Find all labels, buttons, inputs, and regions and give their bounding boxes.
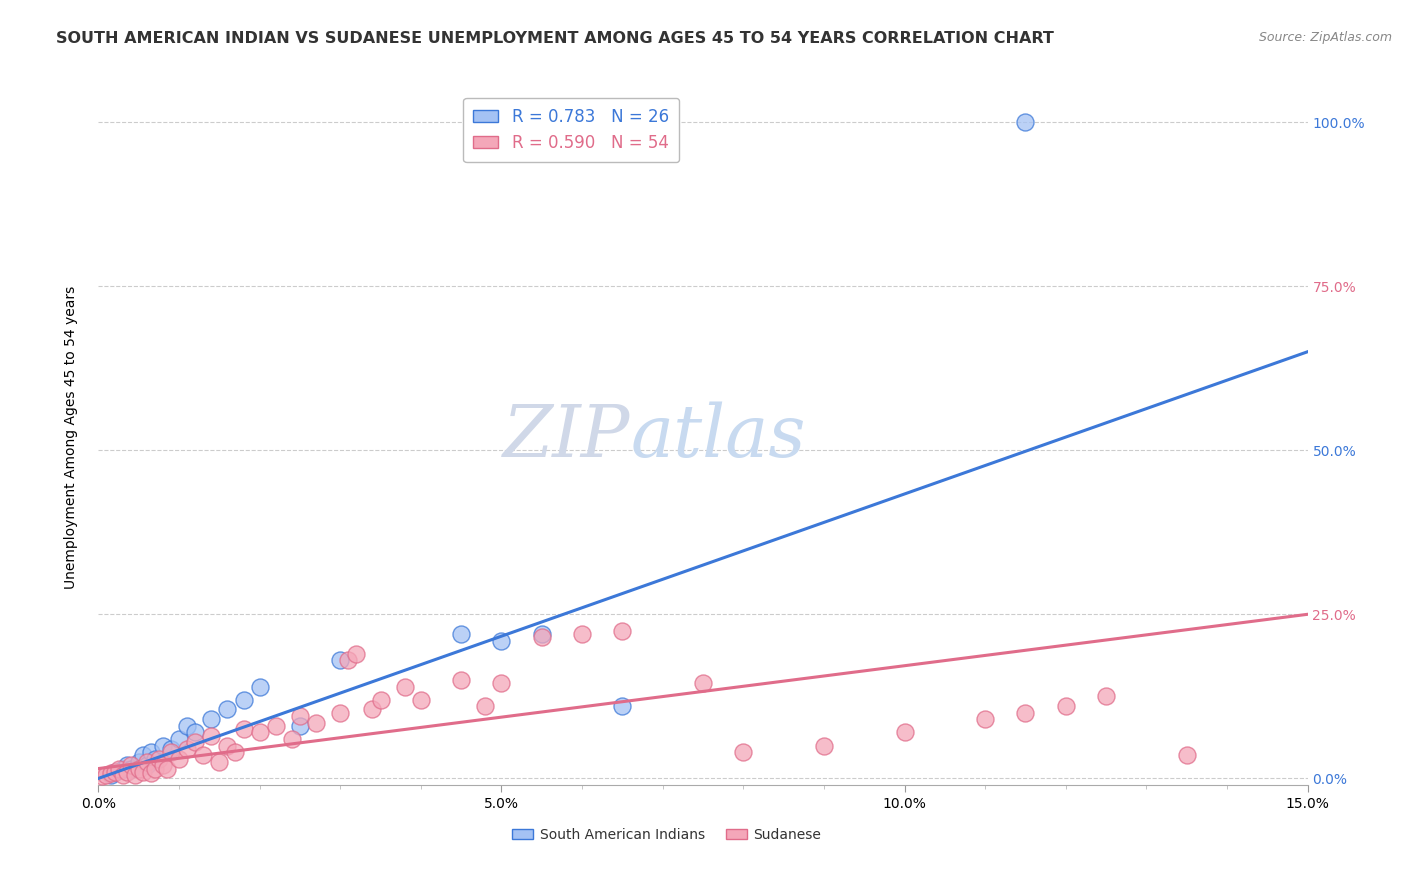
Point (1014, 115, 1036, 129)
Point (200, 729, 222, 743)
Point (232, 722, 254, 736)
Point (571, 627, 593, 641)
Point (474, 699, 496, 714)
Point (176, 719, 198, 733)
Point (450, 673, 472, 687)
Point (337, 653, 360, 667)
Text: ZIP: ZIP (503, 401, 630, 473)
Point (394, 680, 416, 694)
Point (107, 762, 129, 776)
Point (115, 764, 138, 779)
Point (156, 762, 179, 776)
Point (361, 702, 384, 716)
Point (135, 755, 157, 769)
Point (115, 758, 138, 772)
Point (167, 752, 190, 766)
Point (813, 739, 835, 753)
Point (450, 627, 472, 641)
Point (184, 735, 207, 749)
Point (120, 762, 142, 776)
Point (370, 692, 392, 706)
Point (135, 758, 157, 772)
Point (124, 768, 146, 782)
Text: atlas: atlas (630, 401, 806, 473)
Point (217, 702, 239, 716)
Point (733, 745, 755, 759)
Point (200, 712, 222, 726)
Point (132, 748, 155, 763)
Point (143, 762, 166, 776)
Point (612, 624, 634, 638)
Point (1014, 706, 1036, 720)
Point (128, 762, 150, 776)
Point (176, 742, 198, 756)
Point (103, 764, 125, 779)
Point (208, 755, 231, 769)
Point (139, 745, 162, 759)
Point (1054, 699, 1077, 714)
Point (111, 762, 134, 776)
Point (148, 752, 170, 766)
Point (249, 725, 271, 739)
Point (329, 706, 352, 720)
Point (128, 755, 150, 769)
Point (224, 745, 246, 759)
Point (217, 739, 239, 753)
Point (409, 692, 432, 706)
Point (103, 764, 125, 779)
Point (100, 766, 122, 780)
Point (111, 768, 134, 782)
Text: Source: ZipAtlas.com: Source: ZipAtlas.com (1258, 31, 1392, 45)
Point (305, 715, 328, 730)
Text: SOUTH AMERICAN INDIAN VS SUDANESE UNEMPLOYMENT AMONG AGES 45 TO 54 YEARS CORRELA: SOUTH AMERICAN INDIAN VS SUDANESE UNEMPL… (56, 31, 1054, 46)
Point (100, 768, 122, 782)
Legend: South American Indians, Sudanese: South American Indians, Sudanese (506, 822, 827, 847)
Point (143, 752, 166, 766)
Point (491, 633, 513, 648)
Point (281, 731, 304, 746)
Point (120, 758, 142, 772)
Point (612, 699, 634, 714)
Point (132, 764, 155, 779)
Point (152, 758, 174, 772)
Point (491, 676, 513, 690)
Point (974, 712, 997, 726)
Point (264, 719, 287, 733)
Y-axis label: Unemployment Among Ages 45 to 54 years: Unemployment Among Ages 45 to 54 years (63, 285, 77, 589)
Point (530, 630, 553, 644)
Point (692, 676, 714, 690)
Point (344, 647, 367, 661)
Point (232, 692, 254, 706)
Point (160, 742, 183, 756)
Point (91, 769, 114, 783)
Point (139, 766, 162, 780)
Point (96, 768, 118, 782)
Point (329, 653, 352, 667)
Point (1175, 748, 1198, 763)
Point (530, 627, 553, 641)
Point (288, 719, 311, 733)
Point (893, 725, 915, 739)
Point (152, 739, 174, 753)
Point (160, 745, 183, 759)
Point (193, 748, 215, 763)
Point (167, 731, 190, 746)
Point (249, 680, 271, 694)
Point (288, 709, 311, 723)
Point (1095, 690, 1118, 704)
Point (184, 725, 207, 739)
